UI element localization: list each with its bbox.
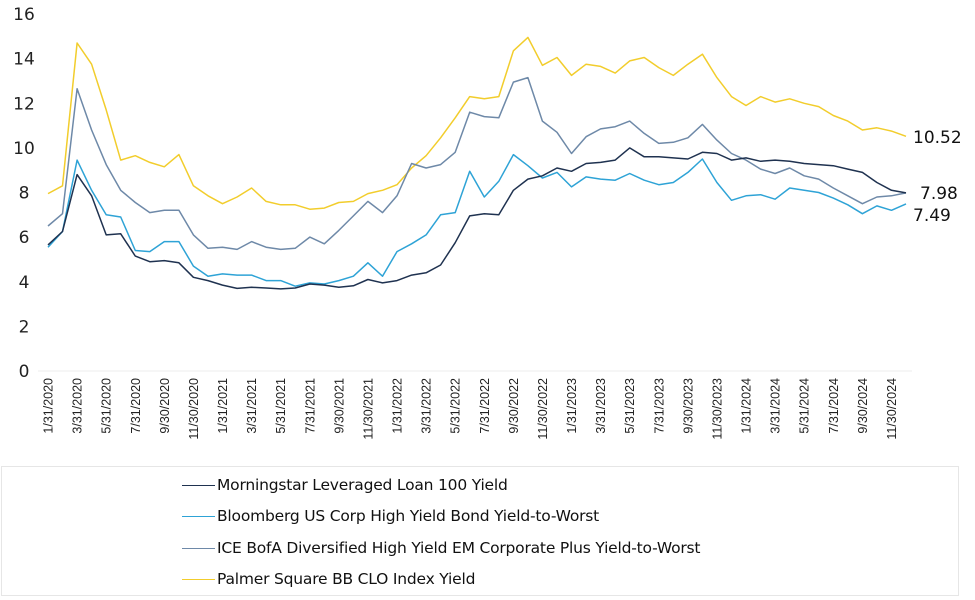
end-value-labels: 10.52 7.98 7.49 bbox=[913, 128, 962, 226]
legend-item-morningstar: Morningstar Leveraged Loan 100 Yield bbox=[182, 473, 508, 497]
x-tick-label: 3/31/2021 bbox=[245, 378, 259, 434]
x-tick-label: 9/30/2023 bbox=[681, 378, 695, 434]
x-tick-label: 5/31/2023 bbox=[623, 378, 637, 434]
x-tick-label: 11/30/2022 bbox=[536, 378, 550, 440]
x-tick-label: 1/31/2022 bbox=[391, 378, 405, 434]
y-tick-label: 2 bbox=[19, 317, 30, 337]
legend: Morningstar Leveraged Loan 100 Yield Blo… bbox=[1, 466, 959, 596]
x-tick-label: 11/30/2023 bbox=[710, 378, 724, 440]
x-tick-label: 3/31/2020 bbox=[71, 378, 85, 434]
y-tick-label: 16 bbox=[13, 5, 35, 25]
legend-item-bloomberg: Bloomberg US Corp High Yield Bond Yield-… bbox=[182, 504, 599, 528]
legend-label: ICE BofA Diversified High Yield EM Corpo… bbox=[217, 539, 701, 557]
y-tick-label: 4 bbox=[19, 273, 30, 293]
series-line-ice-bofa-diversified-high-yield-em-corporate-plus-yield-to-worst bbox=[47, 76, 907, 251]
legend-swatch-palmer-square bbox=[182, 578, 215, 580]
x-tick-label: 7/31/2021 bbox=[303, 378, 317, 434]
series-lines bbox=[47, 36, 907, 290]
legend-swatch-bloomberg bbox=[182, 515, 215, 517]
y-tick-label: 12 bbox=[13, 94, 35, 114]
series-line-palmer-square-bb-clo-index-yield bbox=[47, 36, 907, 210]
x-tick-label: 9/30/2021 bbox=[332, 378, 346, 434]
x-tick-label: 7/31/2024 bbox=[827, 378, 841, 434]
end-label-bloomberg: 7.49 bbox=[913, 206, 951, 226]
x-tick-label: 9/30/2024 bbox=[856, 378, 870, 434]
y-tick-label: 14 bbox=[13, 50, 35, 70]
x-tick-label: 3/31/2023 bbox=[594, 378, 608, 434]
legend-label: Morningstar Leveraged Loan 100 Yield bbox=[217, 476, 508, 494]
x-tick-label: 9/30/2020 bbox=[158, 378, 172, 434]
x-tick-label: 11/30/2024 bbox=[885, 378, 899, 440]
x-tick-label: 7/31/2022 bbox=[478, 378, 492, 434]
legend-item-ice-bofa: ICE BofA Diversified High Yield EM Corpo… bbox=[182, 536, 700, 560]
x-tick-label: 11/30/2020 bbox=[187, 378, 201, 440]
x-tick-label: 3/31/2022 bbox=[420, 378, 434, 434]
end-label-palmer-square: 10.52 bbox=[913, 128, 962, 148]
x-tick-label: 7/31/2020 bbox=[129, 378, 143, 434]
x-tick-label: 1/31/2020 bbox=[42, 378, 56, 434]
legend-label: Palmer Square BB CLO Index Yield bbox=[217, 570, 476, 588]
legend-item-palmer-square: Palmer Square BB CLO Index Yield bbox=[182, 567, 475, 591]
x-tick-label: 5/31/2020 bbox=[100, 378, 114, 434]
x-tick-label: 1/31/2023 bbox=[565, 378, 579, 434]
x-tick-label: 9/30/2022 bbox=[507, 378, 521, 434]
legend-swatch-ice-bofa bbox=[182, 547, 215, 549]
x-tick-label: 1/31/2021 bbox=[216, 378, 230, 434]
legend-label: Bloomberg US Corp High Yield Bond Yield-… bbox=[217, 507, 600, 525]
x-tick-label: 5/31/2021 bbox=[274, 378, 288, 434]
y-axis-ticks: 0 2 4 6 8 10 12 14 16 bbox=[13, 5, 35, 382]
series-line-morningstar-leveraged-loan-100-yield bbox=[47, 147, 907, 290]
end-label-morningstar-ice: 7.98 bbox=[920, 184, 958, 204]
x-axis-ticks: 1/31/2020 3/31/2020 5/31/2020 7/31/2020 9/30… bbox=[42, 378, 899, 440]
x-tick-label: 1/31/2024 bbox=[740, 378, 754, 434]
y-tick-label: 0 bbox=[19, 362, 30, 382]
x-tick-label: 7/31/2023 bbox=[652, 378, 666, 434]
x-tick-label: 3/31/2024 bbox=[769, 378, 783, 434]
y-tick-label: 6 bbox=[19, 228, 30, 248]
y-tick-label: 8 bbox=[19, 184, 30, 204]
x-tick-label: 5/31/2024 bbox=[798, 378, 812, 434]
x-tick-label: 5/31/2022 bbox=[449, 378, 463, 434]
legend-swatch-morningstar bbox=[182, 484, 215, 486]
series-line-bloomberg-us-corp-high-yield-bond-yield-to-worst bbox=[47, 153, 907, 287]
y-tick-label: 10 bbox=[13, 139, 35, 159]
x-tick-label: 11/30/2021 bbox=[361, 378, 375, 440]
